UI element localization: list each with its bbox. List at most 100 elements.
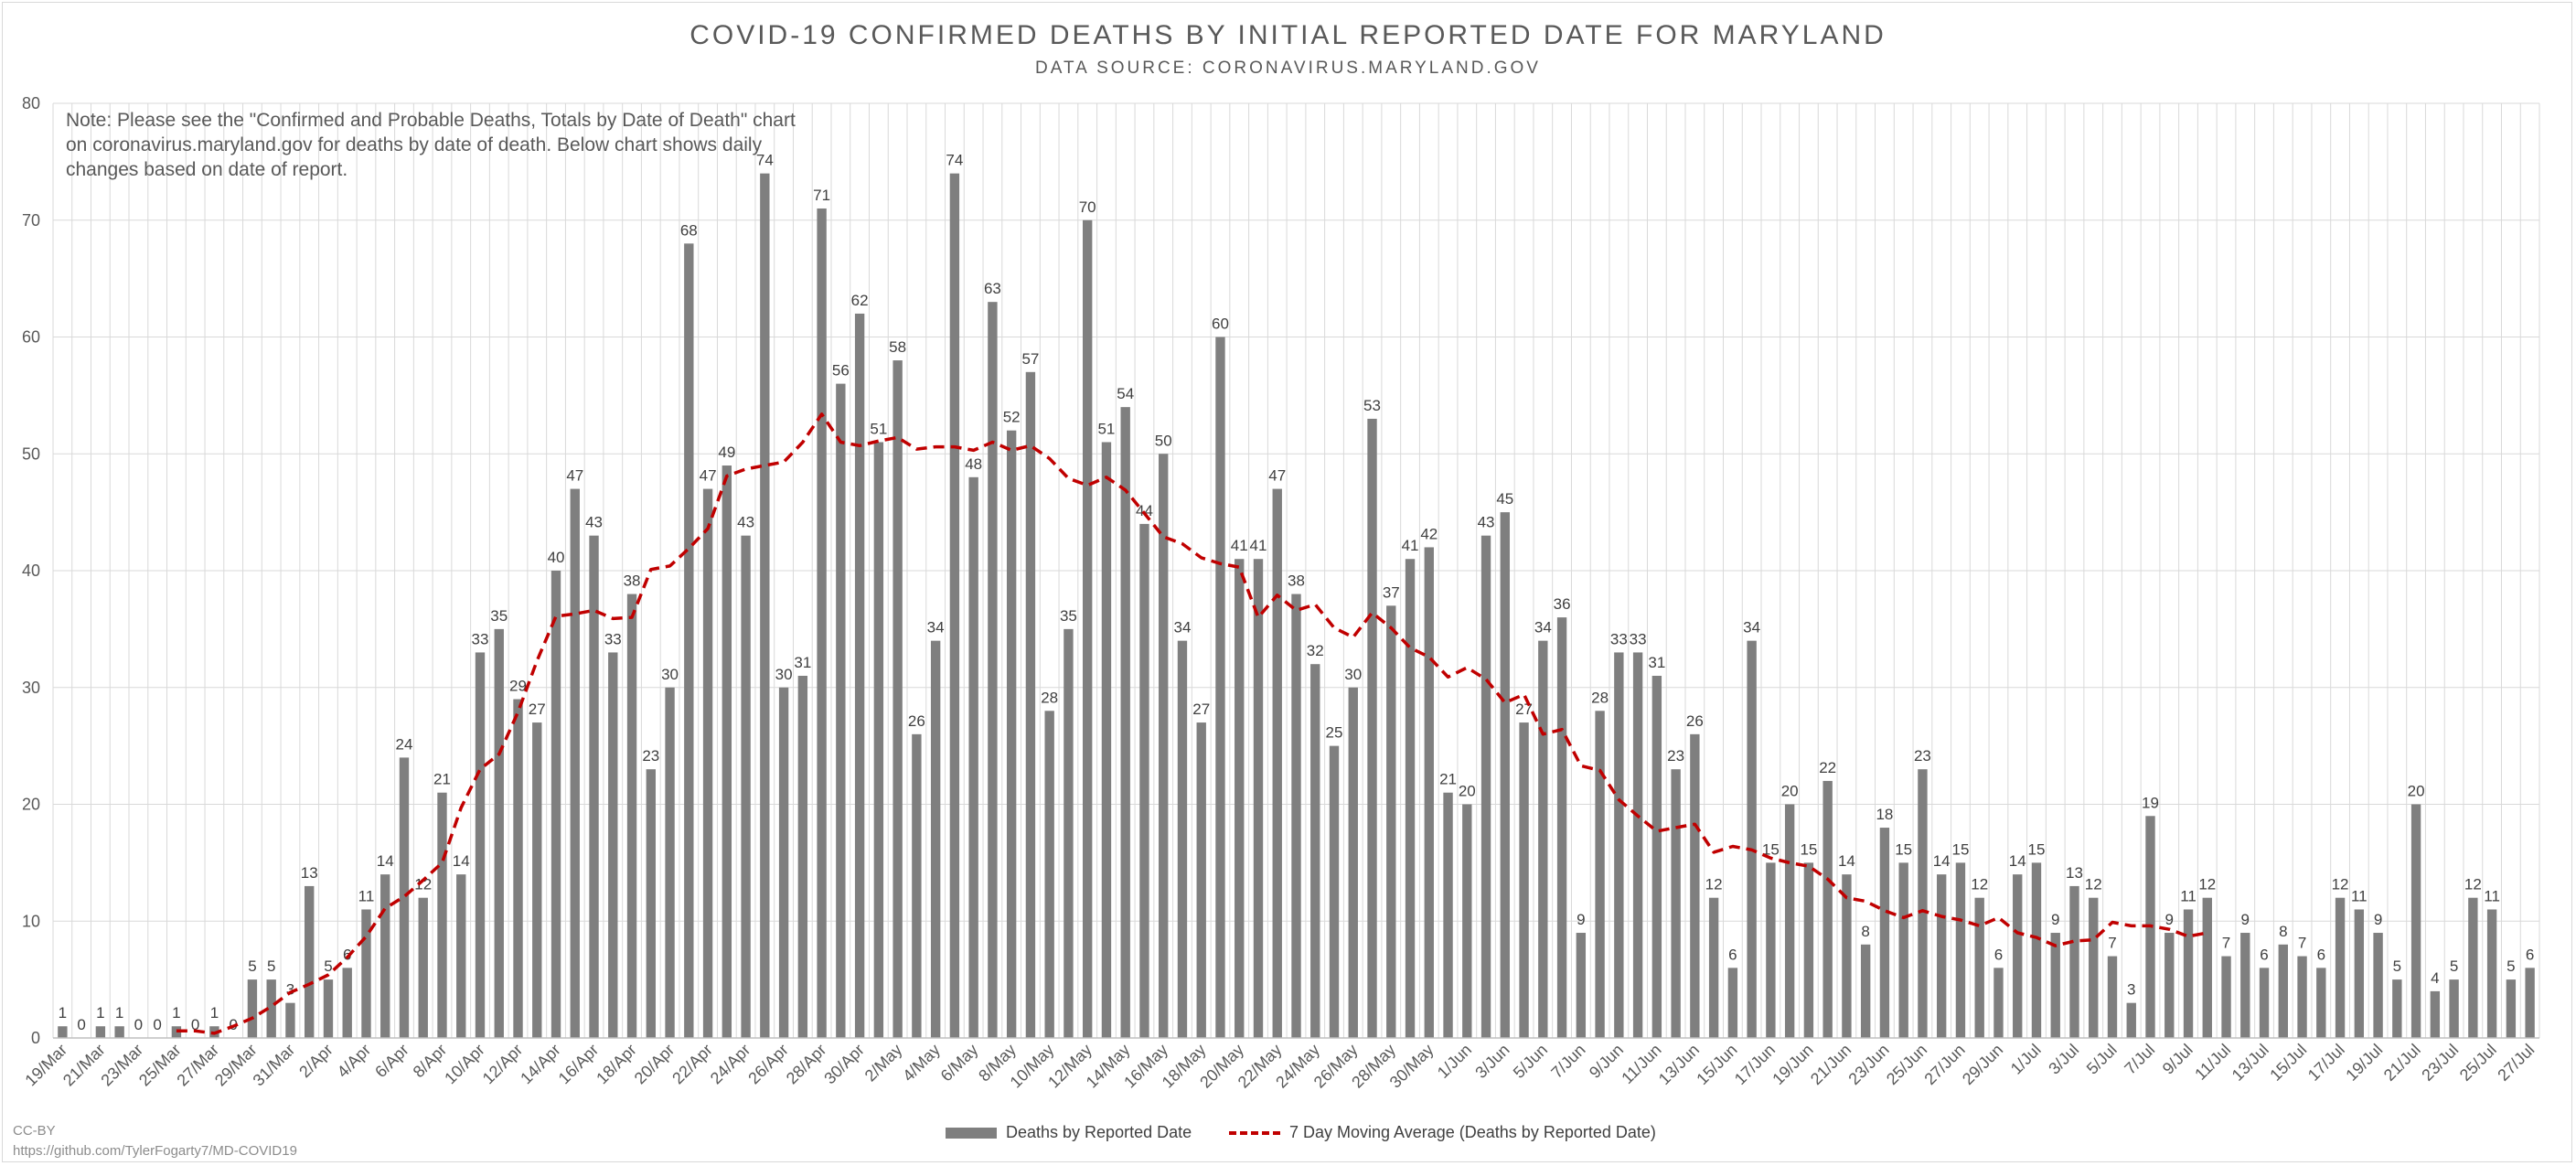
bar-data-label: 9 [2165,911,2174,928]
bar [266,979,276,1038]
bar-data-label: 26 [908,712,925,730]
bar [797,675,808,1038]
bar-data-label: 20 [2408,783,2425,800]
bar [1177,640,1188,1038]
bar [2373,933,2383,1038]
y-tick-label: 50 [22,444,40,463]
bar-data-label: 48 [965,455,982,473]
bar [1576,933,1587,1038]
bar [930,640,941,1038]
bar-data-label: 50 [1155,432,1172,449]
bar-data-label: 40 [548,549,565,566]
bar-data-label: 8 [2279,923,2287,940]
bar-data-label: 52 [1003,409,1021,426]
bar-data-label: 13 [301,864,318,882]
x-tick-label: 27/Jul [2494,1041,2538,1085]
bar [1253,559,1264,1038]
bar [1424,547,1434,1038]
bar-data-label: 7 [2108,935,2116,952]
bar-data-label: 1 [96,1004,104,1022]
bar [1993,968,2004,1038]
y-tick-label: 10 [22,912,40,930]
bar-data-label: 44 [1136,502,1153,519]
bar [1556,617,1567,1038]
bar-data-label: 31 [1648,654,1665,671]
bar-data-label: 57 [1021,350,1039,368]
bar [1803,862,1814,1038]
bar-data-label: 23 [1667,747,1684,765]
bar [1367,418,1377,1038]
bar-data-label: 1 [115,1004,123,1022]
bar [2392,979,2402,1038]
bar-data-label: 23 [1914,747,1931,765]
bar-data-label: 41 [1231,537,1248,554]
bar-data-label: 15 [1895,840,1912,858]
bar-data-label: 30 [775,666,793,683]
bar [2089,897,2099,1038]
x-tick-label: 1/Jun [1434,1041,1475,1082]
bar-data-label: 11 [2180,887,2197,904]
bar [399,757,410,1038]
bar [1595,711,1605,1038]
x-tick-label: 23/Jun [1844,1041,1892,1088]
bar [1044,711,1054,1038]
x-tick-label: 22/Apr [668,1041,716,1088]
bar [1842,874,1852,1038]
bar [1386,605,1396,1038]
bar [2468,897,2478,1038]
bar [2259,968,2270,1038]
bar-data-label: 34 [1174,619,1192,636]
bar [2183,909,2194,1038]
x-tick-label: 21/Mar [59,1041,109,1090]
bar-data-label: 11 [2351,887,2368,904]
bar-data-label: 5 [248,957,256,975]
bar-data-label: 20 [1459,783,1476,800]
bar [1918,769,1928,1038]
x-tick-label: 26/Apr [744,1041,792,1088]
x-tick-label: 11/Jul [2191,1041,2234,1084]
bar-data-label: 9 [2374,911,2382,928]
bar-data-label: 5 [2393,957,2401,975]
bar [2316,968,2326,1038]
bar [1235,559,1245,1038]
bar-data-label: 15 [1800,840,1817,858]
x-tick-label: 13/Jun [1655,1041,1703,1088]
y-tick-label: 20 [22,796,40,814]
x-tick-label: 10/Apr [441,1041,488,1088]
bar-data-label: 47 [1268,467,1286,485]
x-tick-label: 28/Apr [783,1041,830,1088]
x-tick-label: 13/Jul [2229,1041,2272,1085]
bar [2031,862,2042,1038]
bar-data-label: 38 [1288,572,1305,590]
bar [2410,804,2421,1038]
bar [778,687,789,1038]
bar [1006,430,1017,1038]
bar [1480,535,1491,1038]
bar-data-label: 1 [172,1004,180,1022]
bar [1822,780,1833,1038]
bar-data-label: 47 [566,467,583,485]
bar-data-label: 1 [210,1004,219,1022]
bar [2126,1002,2136,1038]
x-tick-label: 24/Apr [707,1041,754,1088]
bar [646,769,656,1038]
bar-data-label: 30 [1344,666,1362,683]
bar-data-label: 23 [642,747,659,765]
bar-data-label: 7 [2222,935,2230,952]
bar [589,535,599,1038]
bar-data-label: 19 [2142,794,2159,811]
bar [1860,944,1871,1038]
y-tick-label: 40 [22,562,40,580]
bar-data-label: 32 [1307,642,1324,659]
bar [418,897,428,1038]
bar-data-label: 11 [2484,887,2500,904]
x-tick-label: 25/Mar [135,1041,185,1090]
bar [721,465,732,1038]
bar [1632,652,1643,1038]
bar-data-label: 33 [604,630,622,647]
bar-data-label: 58 [889,338,906,356]
bar-data-label: 12 [414,876,432,893]
bar-data-label: 12 [1705,876,1723,893]
bar [760,173,770,1038]
bar-data-label: 35 [1060,607,1077,625]
